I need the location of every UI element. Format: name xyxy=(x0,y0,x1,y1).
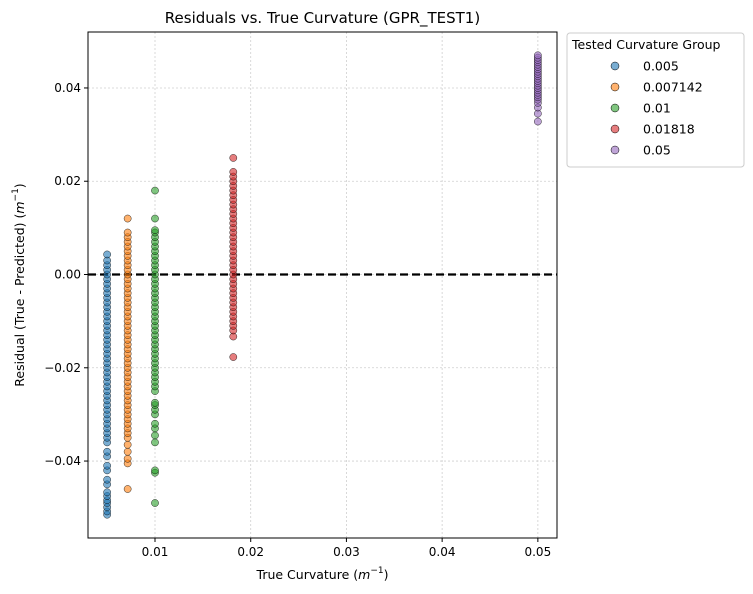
data-point xyxy=(229,154,238,162)
legend-marker xyxy=(610,145,620,155)
legend-label: 0.05 xyxy=(643,143,671,158)
plot-frame xyxy=(87,31,558,539)
legend-items: 0.005 0.007142 0.01 0.01818 0.05 xyxy=(610,59,703,158)
legend-label: 0.007142 xyxy=(643,80,703,95)
data-point xyxy=(151,186,159,195)
data-point xyxy=(123,440,132,449)
data-point xyxy=(151,419,159,428)
y-tick-label: 0.00 xyxy=(54,268,81,282)
y-tick-label: 0.04 xyxy=(54,81,81,95)
data-point xyxy=(103,447,111,456)
x-tick-label: 0.05 xyxy=(524,545,551,559)
y-tick-label: −0.04 xyxy=(44,454,81,468)
y-tick-label: −0.02 xyxy=(44,361,81,375)
data-point xyxy=(123,485,132,493)
series-0.007142 xyxy=(123,214,132,493)
chart-title: Residuals vs. True Curvature (GPR_TEST1) xyxy=(165,9,480,28)
legend-label: 0.01818 xyxy=(643,122,695,137)
x-tick-label: 0.02 xyxy=(237,545,264,559)
x-tick-label: 0.04 xyxy=(429,545,456,559)
data-point xyxy=(103,461,111,470)
legend-marker xyxy=(610,82,620,92)
data-point xyxy=(123,454,132,463)
data-point xyxy=(151,499,159,507)
data-point xyxy=(534,117,542,126)
series-0.05 xyxy=(534,51,542,126)
data-point xyxy=(151,431,159,440)
series-0.01818 xyxy=(229,154,238,361)
data-point xyxy=(229,168,238,176)
data-point xyxy=(103,475,111,484)
y-tick-label: 0.02 xyxy=(54,174,81,188)
data-point xyxy=(123,228,132,237)
series-0.01 xyxy=(151,186,159,507)
legend-label: 0.005 xyxy=(643,59,679,74)
data-point xyxy=(151,226,159,235)
legend-marker xyxy=(610,61,620,71)
x-axis-label: True Curvature (m−1) xyxy=(256,566,389,582)
data-point xyxy=(151,398,159,407)
data-point xyxy=(151,214,159,223)
legend-title: Tested Curvature Group xyxy=(571,37,721,52)
x-tick-label: 0.01 xyxy=(142,545,169,559)
legend-label: 0.01 xyxy=(643,101,671,116)
data-point xyxy=(103,250,111,259)
y-axis-label: Residual (True - Predicted) (m−1) xyxy=(11,183,27,386)
data-point xyxy=(103,488,111,497)
data-point xyxy=(151,466,159,475)
data-point xyxy=(123,447,132,456)
legend: Tested Curvature Group 0.005 0.007142 0.01… xyxy=(566,32,745,168)
data-point xyxy=(229,353,238,361)
data-point xyxy=(534,51,542,60)
data-point xyxy=(123,214,132,223)
axis-ticks: 0.01 0.02 0.03 0.04 0.05 −0.04 −0.02 0.00 0.02 0.… xyxy=(44,81,551,559)
legend-marker xyxy=(610,124,620,134)
x-tick-label: 0.03 xyxy=(333,545,360,559)
legend-marker xyxy=(610,103,620,113)
data-point xyxy=(151,438,159,447)
data-points xyxy=(103,51,542,519)
series-0.005 xyxy=(103,250,111,519)
